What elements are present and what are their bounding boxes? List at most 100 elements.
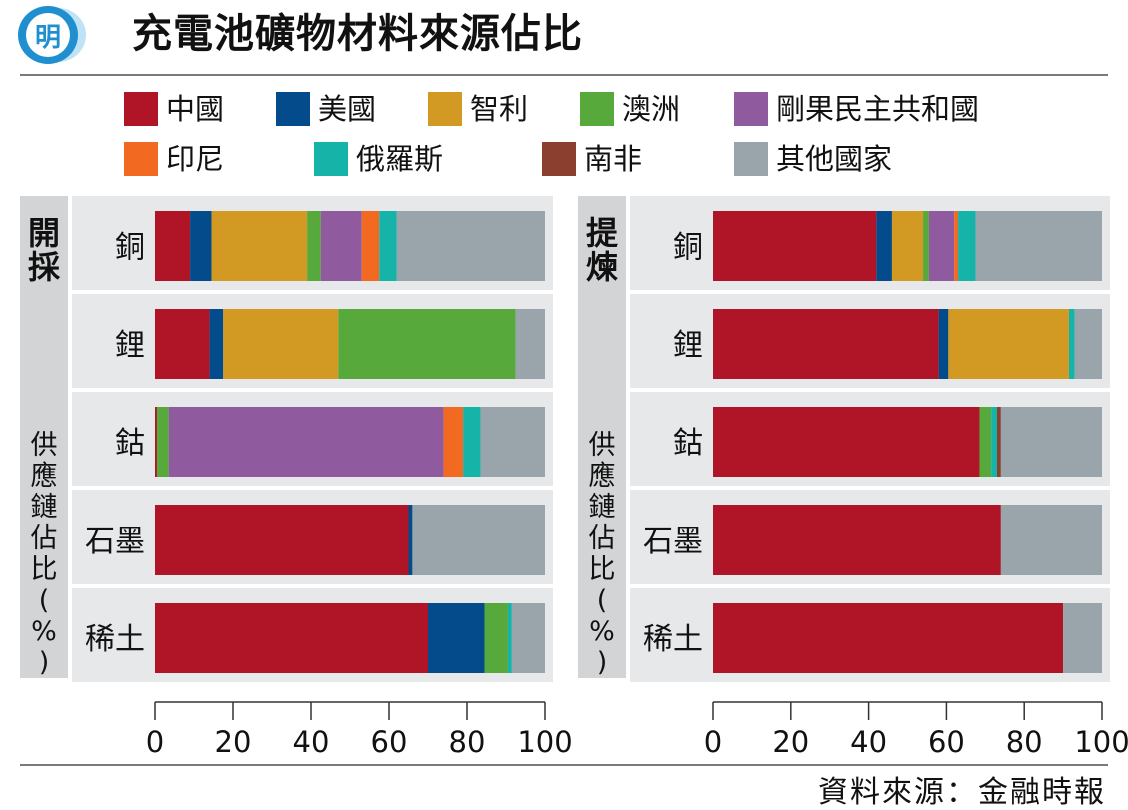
- legend-label-others: 其他國家: [776, 142, 893, 176]
- y-axis-label-refining-char: 應: [589, 461, 616, 492]
- bar-segment-mining-cobalt-indonesia: [443, 407, 464, 477]
- category-label-refining-lithium: 鋰: [673, 328, 703, 363]
- bar-segment-refining-copper-chile: [891, 211, 924, 281]
- y-axis-label-refining-char: ): [597, 647, 608, 678]
- bar-segment-mining-copper-indonesia: [361, 211, 380, 281]
- bar-segment-mining-graphite-usa: [408, 505, 413, 575]
- legend-label-chile: 智利: [470, 92, 529, 126]
- bar-segment-refining-copper-usa: [876, 211, 892, 281]
- legend-swatch-south-africa: [542, 142, 576, 176]
- category-label-mining-copper: 銅: [115, 230, 145, 265]
- bar-segment-refining-cobalt-others: [1000, 407, 1102, 477]
- bar-segment-refining-copper-australia: [923, 211, 929, 281]
- panel-label-column-mining: [20, 196, 68, 678]
- bar-segment-mining-copper-drc: [320, 211, 362, 281]
- legend-swatch-usa: [276, 92, 310, 126]
- bar-segment-refining-lithium-others: [1074, 309, 1102, 379]
- bar-segment-mining-lithium-australia: [338, 309, 516, 379]
- logo-mark: 明: [26, 13, 70, 57]
- bar-segment-mining-lithium-others: [515, 309, 545, 379]
- legend-label-usa: 美國: [318, 92, 377, 126]
- bar-segment-refining-cobalt-russia: [991, 407, 997, 477]
- bar-segment-refining-copper-china: [713, 211, 877, 281]
- category-label-mining-lithium: 鋰: [115, 328, 145, 363]
- bar-segment-mining-copper-australia: [307, 211, 321, 281]
- bar-segment-refining-copper-russia: [958, 211, 976, 281]
- legend-label-indonesia: 印尼: [166, 142, 225, 176]
- panel-title-refining-char: 煉: [586, 248, 618, 286]
- bar-segment-mining-cobalt-others: [480, 407, 545, 477]
- x-tick-label-refining: 40: [850, 725, 887, 759]
- legend-item-indonesia: 印尼: [124, 142, 224, 176]
- x-tick-label-refining: 20: [772, 725, 809, 759]
- bar-segment-mining-rare-earth-australia: [484, 603, 508, 673]
- bar-segment-refining-lithium-usa: [938, 309, 949, 379]
- x-tick-label-mining: 60: [371, 725, 408, 759]
- legend-item-usa: 美國: [276, 92, 376, 126]
- bar-segment-mining-lithium-chile: [223, 309, 339, 379]
- category-label-refining-graphite: 石墨: [643, 524, 703, 559]
- bar-segment-refining-copper-others: [975, 211, 1102, 281]
- legend-item-chile: 智利: [428, 92, 528, 126]
- bar-segment-refining-rare-earth-china: [713, 603, 1064, 673]
- legend-label-china: 中國: [166, 92, 225, 126]
- y-axis-label-mining-char: 佔: [31, 523, 58, 554]
- bar-segment-mining-cobalt-china: [155, 407, 157, 477]
- bar-segment-mining-copper-china: [155, 211, 191, 281]
- bar-segment-mining-rare-earth-china: [155, 603, 428, 673]
- legend-label-south-africa: 南非: [584, 142, 643, 176]
- legend-item-china: 中國: [124, 92, 224, 126]
- bar-segment-refining-copper-indonesia: [954, 211, 959, 281]
- footer-rule: [20, 764, 1108, 766]
- y-axis-label-mining-char: 供: [31, 430, 58, 461]
- x-tick-label-mining: 20: [215, 725, 252, 759]
- category-label-refining-cobalt: 鈷: [673, 426, 703, 461]
- legend-swatch-indonesia: [124, 142, 158, 176]
- y-axis-label-mining-char: %: [31, 616, 57, 647]
- y-axis-label-refining-char: (: [597, 585, 608, 616]
- legend-swatch-china: [124, 92, 158, 126]
- bar-segment-mining-lithium-china: [155, 309, 210, 379]
- legend-item-drc: 剛果民主共和國: [734, 92, 979, 126]
- panel-title-refining-char: 提: [586, 214, 619, 252]
- bar-segment-refining-lithium-chile: [948, 309, 1069, 379]
- legend-item-australia: 澳洲: [580, 92, 680, 126]
- bar-segment-refining-cobalt-china: [713, 407, 980, 477]
- x-tick-label-refining: 100: [1074, 725, 1128, 759]
- legend-label-russia: 俄羅斯: [356, 142, 444, 176]
- bar-segment-mining-cobalt-australia: [156, 407, 169, 477]
- bar-segment-mining-lithium-usa: [209, 309, 224, 379]
- bar-segment-mining-graphite-china: [155, 505, 409, 575]
- bar-segment-mining-rare-earth-usa: [428, 603, 485, 673]
- x-tick-label-refining: 60: [928, 725, 965, 759]
- bar-segment-mining-rare-earth-russia: [507, 603, 512, 673]
- y-axis-label-refining-char: 佔: [589, 523, 616, 554]
- panel-label-column-refining: [578, 196, 626, 678]
- logo: 明: [18, 6, 78, 64]
- category-label-mining-cobalt: 鈷: [115, 426, 145, 461]
- category-label-refining-rare-earth: 稀土: [643, 622, 703, 657]
- category-label-mining-rare-earth: 稀土: [85, 622, 145, 657]
- x-tick-label-mining: 0: [146, 725, 164, 759]
- y-axis-label-refining-char: 鏈: [589, 492, 616, 523]
- chart-title: 充電池礦物材料來源佔比: [132, 11, 583, 57]
- x-tick-label-mining: 80: [449, 725, 486, 759]
- bar-segment-mining-copper-russia: [379, 211, 397, 281]
- bar-segment-refining-cobalt-south-africa: [996, 407, 1001, 477]
- bar-segment-mining-graphite-others: [412, 505, 545, 575]
- y-axis-label-refining-char: 比: [589, 554, 616, 585]
- legend: 中國 美國 智利 澳洲 剛果民主共和國 印尼 俄羅斯 南非 其他國家: [124, 88, 1114, 188]
- x-tick-label-mining: 40: [293, 725, 330, 759]
- bar-segment-mining-copper-others: [396, 211, 545, 281]
- y-axis-label-mining-char: 比: [31, 554, 58, 585]
- y-axis-label-refining-char: 供: [589, 430, 616, 461]
- legend-label-australia: 澳洲: [622, 92, 681, 126]
- legend-label-drc: 剛果民主共和國: [776, 92, 980, 126]
- title-rule: [20, 74, 1108, 76]
- bar-segment-mining-copper-chile: [211, 211, 308, 281]
- source-note: 資料來源：金融時報: [818, 775, 1106, 810]
- bar-segment-mining-cobalt-russia: [463, 407, 481, 477]
- x-tick-label-refining: 0: [704, 725, 722, 759]
- bar-segment-refining-graphite-others: [1000, 505, 1102, 575]
